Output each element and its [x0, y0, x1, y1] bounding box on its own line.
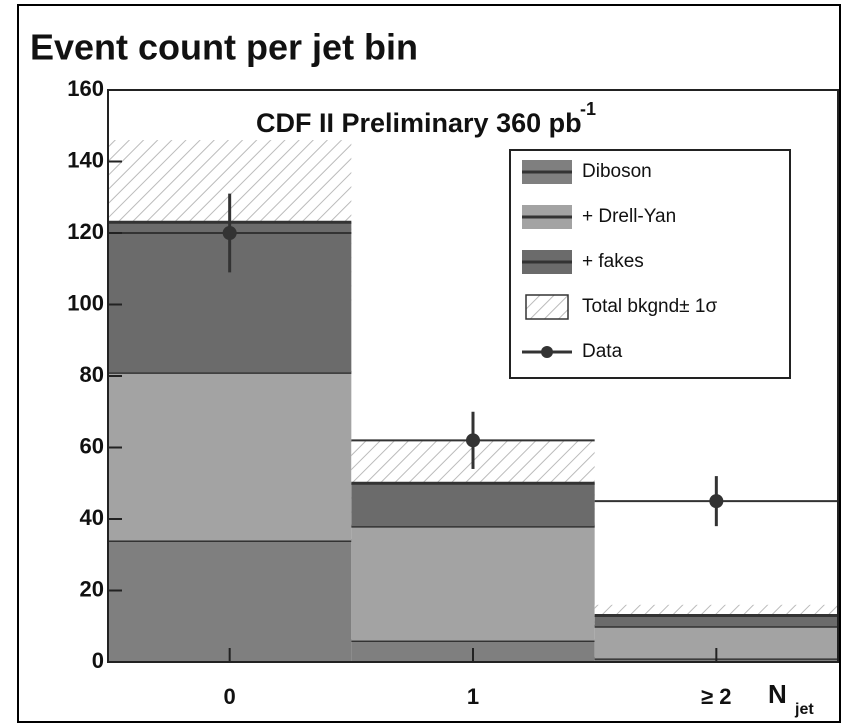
plot [108, 140, 838, 662]
x-label: N [768, 679, 787, 709]
y-tick-label: 60 [80, 433, 104, 458]
legend-swatch [525, 294, 569, 320]
y-tick-label: 20 [80, 576, 104, 601]
bar-segment [108, 540, 352, 662]
bar-segment [351, 483, 595, 527]
x-tick-label: 1 [467, 684, 479, 709]
x-tick-label: 0 [224, 684, 236, 709]
y-tick-label: 140 [67, 147, 104, 172]
x-label-sub: jet [794, 701, 814, 718]
legend-label: Data [582, 341, 623, 362]
y-tick-label: 0 [92, 648, 104, 673]
legend-label: Total bkgnd± 1σ [582, 296, 717, 317]
data-point [709, 494, 724, 509]
chart-title: Event count per jet bin [30, 27, 418, 68]
legend-label: Diboson [582, 161, 652, 182]
legend-marker [541, 346, 553, 358]
y-tick-label: 40 [80, 505, 104, 530]
legend-label: + fakes [582, 251, 644, 272]
frame [17, 4, 841, 723]
legend: Diboson + Drell-Yan + fakes Total bkgnd± 1σ… [509, 149, 791, 379]
y-tick-label: 80 [80, 362, 104, 387]
bar-segment [108, 372, 352, 541]
x-tick-label: ≥ 2 [701, 684, 731, 709]
data-point [466, 433, 480, 448]
data-point [222, 226, 237, 240]
annotation-sup: -1 [580, 99, 596, 119]
annotation: CDF II Preliminary 360 pb [256, 108, 582, 138]
bar-segment [351, 526, 595, 641]
legend-label: + Drell-Yan [582, 206, 676, 227]
bar-segment [594, 615, 838, 627]
y-tick-label: 120 [67, 219, 104, 244]
y-tick-label: 100 [67, 290, 104, 315]
y-tick-label: 160 [67, 76, 104, 101]
